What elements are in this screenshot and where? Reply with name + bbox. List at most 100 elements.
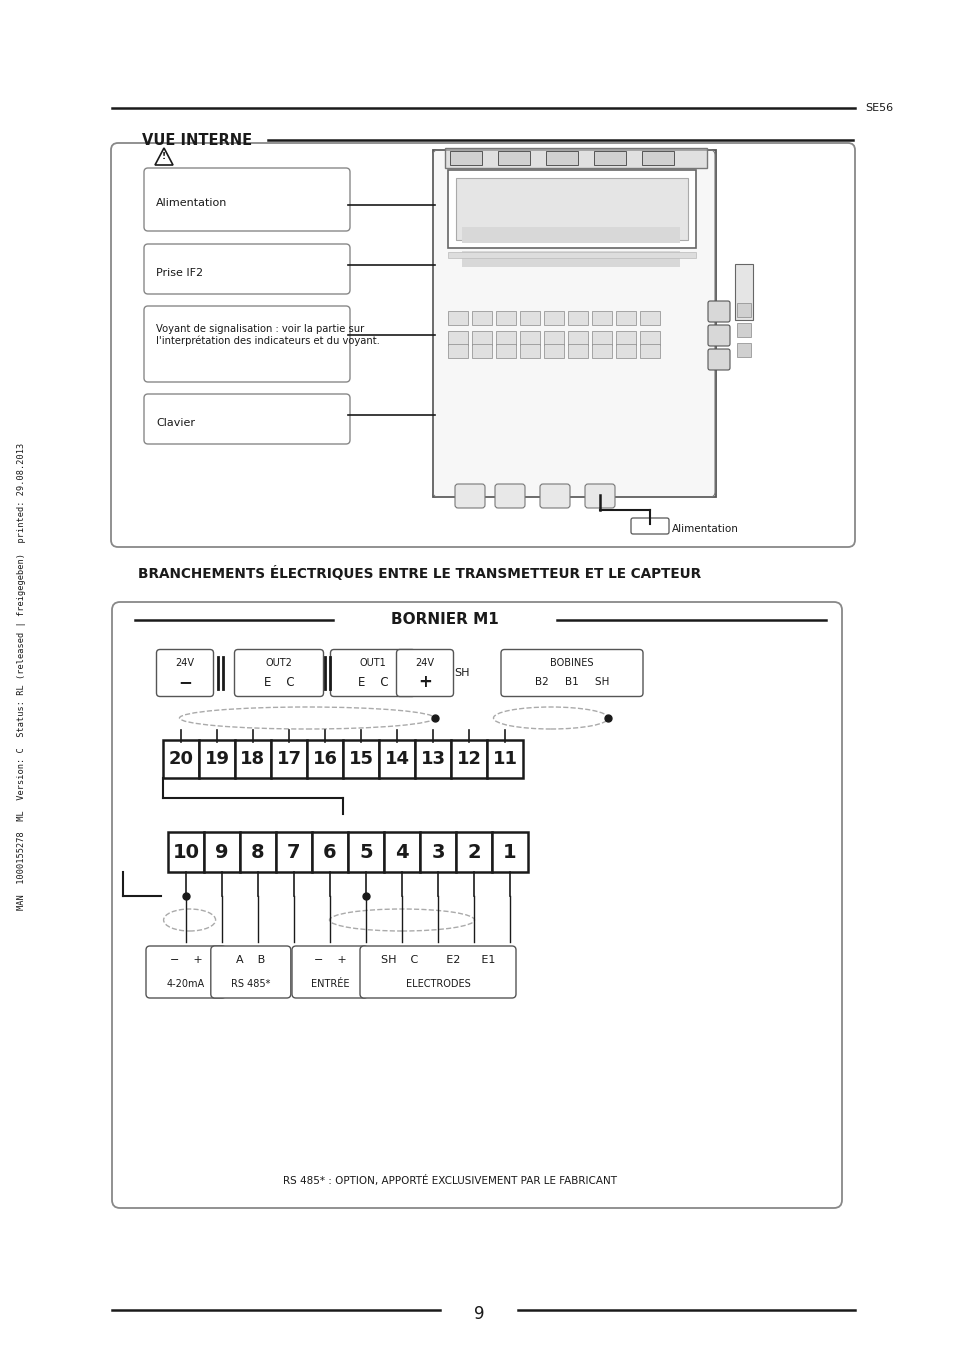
Bar <box>168 831 204 872</box>
FancyBboxPatch shape <box>630 518 668 534</box>
Bar <box>737 303 750 316</box>
Text: SE56: SE56 <box>864 103 892 114</box>
Text: 6: 6 <box>323 842 336 861</box>
Text: A    B: A B <box>236 955 265 965</box>
Bar <box>234 740 271 777</box>
Bar <box>204 831 240 872</box>
Text: RS 485* : OPTION, APPORTÉ EXCLUSIVEMENT PAR LE FABRICANT: RS 485* : OPTION, APPORTÉ EXCLUSIVEMENT … <box>283 1175 617 1186</box>
Bar <box>448 331 468 345</box>
Bar <box>456 831 492 872</box>
Bar <box>307 740 343 777</box>
Text: ELECTRODES: ELECTRODES <box>405 979 470 990</box>
Bar <box>240 831 275 872</box>
FancyBboxPatch shape <box>707 301 729 322</box>
Text: 10: 10 <box>172 842 199 861</box>
Text: 15: 15 <box>348 750 374 768</box>
FancyBboxPatch shape <box>539 484 569 508</box>
Text: Alimentation: Alimentation <box>156 199 227 208</box>
Text: −    +: − + <box>170 955 202 965</box>
Bar <box>519 311 539 324</box>
Bar <box>497 151 530 165</box>
Bar <box>567 311 587 324</box>
Text: VUE INTERNE: VUE INTERNE <box>142 132 252 147</box>
Bar <box>496 311 516 324</box>
Bar <box>461 251 679 266</box>
Bar <box>567 343 587 358</box>
Bar <box>639 311 659 324</box>
FancyBboxPatch shape <box>156 649 213 696</box>
FancyBboxPatch shape <box>144 168 350 231</box>
FancyBboxPatch shape <box>495 484 524 508</box>
Text: BRANCHEMENTS ÉLECTRIQUES ENTRE LE TRANSMETTEUR ET LE CAPTEUR: BRANCHEMENTS ÉLECTRIQUES ENTRE LE TRANSM… <box>138 566 700 581</box>
Bar <box>486 740 522 777</box>
Bar <box>567 331 587 345</box>
Bar <box>641 151 673 165</box>
Text: −: − <box>178 673 192 691</box>
Bar <box>472 343 492 358</box>
Text: 4-20mA: 4-20mA <box>167 979 205 990</box>
FancyBboxPatch shape <box>584 484 615 508</box>
Bar <box>737 323 750 337</box>
Bar <box>545 151 578 165</box>
Text: 24V: 24V <box>416 658 434 668</box>
Text: 13: 13 <box>420 750 445 768</box>
Bar <box>639 343 659 358</box>
FancyBboxPatch shape <box>500 649 642 696</box>
Bar <box>616 331 636 345</box>
FancyBboxPatch shape <box>292 946 368 998</box>
Text: 7: 7 <box>287 842 300 861</box>
FancyBboxPatch shape <box>396 649 453 696</box>
FancyBboxPatch shape <box>144 243 350 293</box>
Bar <box>348 831 384 872</box>
Bar <box>496 343 516 358</box>
Text: OUT1: OUT1 <box>359 658 386 668</box>
Text: Prise IF2: Prise IF2 <box>156 268 203 279</box>
Bar <box>616 343 636 358</box>
Text: SH    C        E2      E1: SH C E2 E1 <box>380 955 495 965</box>
Bar <box>594 151 625 165</box>
Text: 16: 16 <box>313 750 337 768</box>
Bar <box>444 147 706 168</box>
FancyBboxPatch shape <box>330 649 416 696</box>
Text: 9: 9 <box>474 1305 484 1324</box>
Text: OUT2: OUT2 <box>265 658 293 668</box>
Text: E    C: E C <box>357 676 388 688</box>
Text: BORNIER M1: BORNIER M1 <box>391 612 498 627</box>
Text: ENTRÉE: ENTRÉE <box>311 979 349 990</box>
FancyBboxPatch shape <box>144 393 350 443</box>
Text: 8: 8 <box>251 842 265 861</box>
FancyBboxPatch shape <box>112 602 841 1207</box>
Text: BOBINES: BOBINES <box>550 658 593 668</box>
Bar <box>456 178 687 241</box>
Bar <box>275 831 312 872</box>
Text: −    +: − + <box>314 955 346 965</box>
Text: 14: 14 <box>384 750 409 768</box>
Text: Clavier: Clavier <box>156 418 194 429</box>
Bar <box>496 331 516 345</box>
Bar <box>199 740 234 777</box>
Bar <box>492 831 527 872</box>
Text: 4: 4 <box>395 842 409 861</box>
Bar <box>451 740 486 777</box>
Bar <box>384 831 419 872</box>
FancyBboxPatch shape <box>211 946 291 998</box>
Bar <box>163 740 199 777</box>
Bar <box>737 343 750 357</box>
FancyBboxPatch shape <box>144 306 350 383</box>
Bar <box>448 343 468 358</box>
Text: 17: 17 <box>276 750 301 768</box>
FancyBboxPatch shape <box>146 946 226 998</box>
Bar <box>448 251 696 258</box>
Text: RS 485*: RS 485* <box>231 979 271 990</box>
Bar <box>415 740 451 777</box>
Bar <box>519 343 539 358</box>
Bar <box>450 151 481 165</box>
FancyBboxPatch shape <box>707 324 729 346</box>
FancyBboxPatch shape <box>111 143 854 548</box>
Text: MAN  1000155278  ML  Version: C  Status: RL (released | freigegeben)  printed: 2: MAN 1000155278 ML Version: C Status: RL … <box>17 442 27 910</box>
Bar <box>312 831 348 872</box>
Bar <box>592 311 612 324</box>
Bar <box>433 150 716 498</box>
Text: 19: 19 <box>204 750 230 768</box>
Text: 1: 1 <box>502 842 517 861</box>
